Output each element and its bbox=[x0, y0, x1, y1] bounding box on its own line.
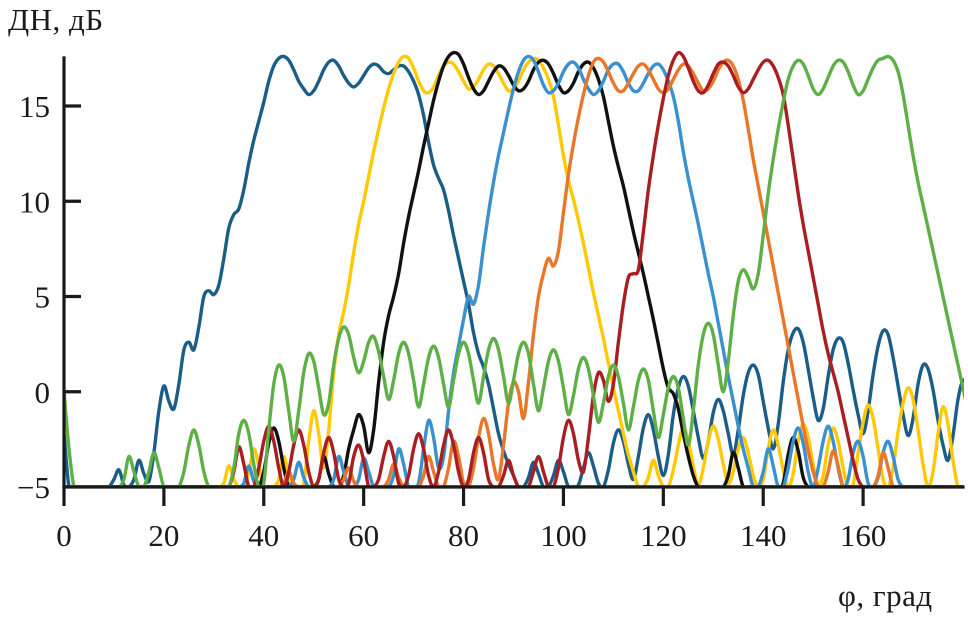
x-tick-label: 100 bbox=[540, 518, 587, 553]
curve-beam-8 bbox=[63, 54, 964, 488]
curve-beam-1 bbox=[63, 54, 964, 488]
x-axis-label: φ, град bbox=[838, 578, 933, 613]
x-tick-label: 140 bbox=[740, 518, 787, 553]
axes-group bbox=[62, 56, 965, 506]
y-tick-label: 0 bbox=[35, 375, 51, 410]
curve-beam-5 bbox=[63, 56, 940, 488]
x-tick-label: 40 bbox=[248, 518, 279, 553]
curve-beam-2 bbox=[63, 54, 964, 488]
x-tick-label: 60 bbox=[348, 518, 379, 553]
x-tick-label: 80 bbox=[448, 518, 479, 553]
y-axis-label: ДН, дБ bbox=[8, 2, 104, 37]
x-tick-label: 0 bbox=[56, 518, 72, 553]
x-tick-label: 160 bbox=[840, 518, 887, 553]
curve-group bbox=[63, 50, 964, 488]
curve-beam-4 bbox=[63, 54, 960, 488]
curve-beam-6 bbox=[63, 50, 945, 488]
y-tick-label: −5 bbox=[17, 470, 50, 505]
curve-beam-3 bbox=[63, 50, 964, 488]
y-tick-label: 10 bbox=[19, 184, 50, 219]
y-tick-label: 15 bbox=[19, 89, 50, 124]
x-tick-label: 20 bbox=[148, 518, 179, 553]
y-tick-label: 5 bbox=[35, 280, 51, 315]
x-tick-label: 120 bbox=[640, 518, 687, 553]
